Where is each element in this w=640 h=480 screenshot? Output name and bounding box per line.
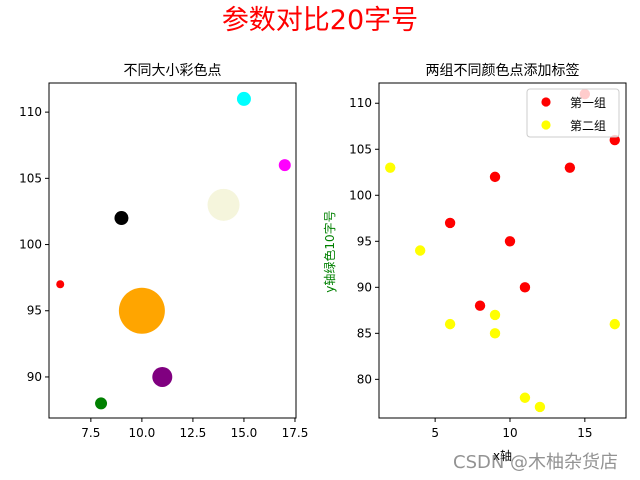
x-tick-label: 15.0 (231, 426, 258, 440)
figure-suptitle: 参数对比20字号 (221, 5, 419, 36)
y-tick-label: 105 (19, 171, 42, 185)
x-tick-label: 10.0 (129, 426, 156, 440)
subplot-2: 两组不同颜色点添加标签 5 10 15 80 85 90 95 100 105 110 x轴 y轴绿色1… (322, 62, 627, 463)
axes-frame (378, 82, 627, 419)
x-tick-label: 15 (577, 426, 592, 440)
data-point (207, 188, 240, 221)
data-point (504, 236, 516, 247)
x-tick-label: 10 (502, 426, 517, 440)
data-point (519, 282, 531, 293)
x-tick-label: 7.5 (81, 426, 100, 440)
y-tick-label: 90 (27, 370, 42, 384)
data-point (489, 328, 501, 339)
y-tick-label: 95 (357, 234, 372, 248)
data-point (414, 245, 426, 256)
subplot-title: 不同大小彩色点 (124, 62, 222, 79)
x-tick-label: 5 (431, 426, 439, 440)
data-point (152, 366, 173, 387)
y-tick-label: 85 (357, 326, 372, 340)
data-point (444, 318, 456, 330)
y-tick-label: 95 (27, 304, 42, 318)
data-point (385, 162, 396, 173)
axes-frame (48, 82, 297, 419)
y-tick-label: 110 (19, 105, 42, 119)
watermark: CSDN @木柚杂货店 (453, 452, 619, 473)
y-tick-label: 100 (19, 238, 42, 252)
y-tick-label: 80 (357, 372, 372, 386)
y-tick-label: 90 (357, 280, 372, 294)
data-point (489, 171, 501, 183)
data-point (519, 392, 531, 403)
legend-label: 第一组 (570, 96, 606, 110)
data-point (489, 309, 501, 321)
data-point (444, 217, 456, 229)
y-tick-label: 100 (349, 188, 372, 202)
subplot-1: 不同大小彩色点 7.5 10.0 12.5 15.0 17.5 90 95 100 105 110 (19, 62, 308, 440)
data-point (474, 300, 486, 311)
x-axis-label: x轴 (493, 448, 512, 463)
data-point (118, 287, 165, 334)
y-tick-label: 110 (349, 96, 372, 110)
data-point (564, 162, 576, 173)
y-axis-label: y轴绿色10字号 (322, 210, 337, 292)
data-point (236, 91, 251, 106)
data-point (609, 318, 620, 330)
legend-marker (541, 97, 551, 107)
data-point (534, 401, 546, 413)
legend-label: 第二组 (570, 119, 606, 133)
x-tick-label: 17.5 (282, 426, 309, 440)
data-point (95, 397, 108, 410)
scatter-points (56, 91, 291, 410)
data-point (56, 280, 65, 289)
data-point (114, 211, 129, 226)
legend-marker (541, 120, 551, 130)
subplot-title: 两组不同颜色点添加标签 (426, 62, 580, 79)
data-point (278, 159, 291, 172)
y-tick-label: 105 (349, 142, 372, 156)
x-tick-label: 12.5 (180, 426, 207, 440)
